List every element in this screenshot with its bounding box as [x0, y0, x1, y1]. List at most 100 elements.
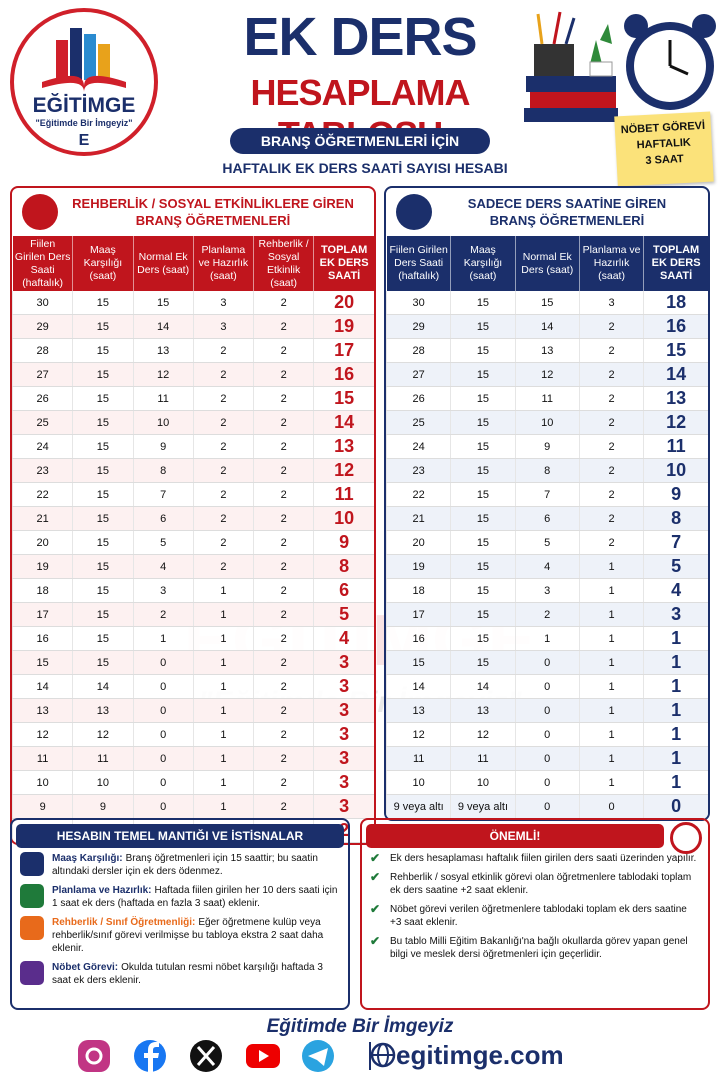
cell: 15 — [72, 410, 133, 435]
cell: 0 — [578, 794, 644, 819]
cell: 9 — [514, 434, 580, 459]
cell: 15 — [450, 530, 516, 555]
cell: 21 — [386, 506, 451, 531]
column-header: Maaş Karşılığı (saat) — [72, 236, 133, 291]
cell: 0 — [514, 698, 580, 723]
total-cell: 9 — [313, 530, 374, 555]
cell: 25 — [12, 410, 73, 435]
cell: 1 — [192, 650, 254, 675]
cell: 15 — [450, 362, 516, 387]
cell: 1 — [578, 770, 644, 795]
table-row: 24 15 9 2 2 13 — [12, 434, 374, 459]
note-text: Ek ders hesaplaması haftalık fiilen giri… — [390, 853, 697, 864]
header-row: Fiilen Girilen Ders Saati (haftalık) Maaş… — [386, 236, 708, 291]
total-cell: 1 — [643, 674, 708, 699]
table-title-text: REHBERLİK / SOSYAL ETKİNLİKLERE GİREN BRA… — [72, 195, 354, 229]
cell: 9 veya altı — [450, 794, 516, 819]
cell: 12 — [132, 362, 194, 387]
cell: 15 — [72, 578, 133, 603]
table-row: 18 15 3 1 4 — [386, 578, 708, 603]
cell: 2 — [252, 410, 314, 435]
cell: 1 — [192, 674, 254, 699]
note-text-wrap: Maaş Karşılığı: Branş öğretmenleri için 1… — [52, 852, 340, 878]
cell: 15 — [450, 554, 516, 579]
cell: 19 — [386, 554, 451, 579]
total-cell: 12 — [643, 410, 708, 435]
note-text: Nöbet görevi verilen öğretmenlere tablod… — [390, 904, 687, 928]
total-cell: 1 — [643, 746, 708, 771]
cell: 15 — [72, 482, 133, 507]
cell: 12 — [12, 722, 73, 747]
table-row: 24 15 9 2 11 — [386, 434, 708, 459]
cell: 2 — [252, 722, 314, 747]
total-cell: 1 — [643, 770, 708, 795]
cell: 11 — [514, 386, 580, 411]
total-cell: 8 — [643, 506, 708, 531]
cell: 1 — [578, 698, 644, 723]
column-header: Maaş Karşılığı (saat) — [450, 236, 516, 291]
logo-art — [42, 28, 126, 92]
table-row: 27 15 12 2 14 — [386, 362, 708, 387]
column-header: TOPLAM EK DERS SAATİ — [643, 236, 708, 291]
cell: 2 — [252, 674, 314, 699]
total-cell: 11 — [643, 434, 708, 459]
cell: 26 — [12, 386, 73, 411]
cell: 1 — [192, 626, 254, 651]
cell: 2 — [578, 530, 644, 555]
table-row: 25 15 10 2 2 14 — [12, 410, 374, 435]
cell: 9 — [12, 794, 73, 819]
table-title-text: SADECE DERS SAATİNE GİREN BRANŞ ÖĞRETMENL… — [468, 195, 666, 229]
cell: 0 — [514, 650, 580, 675]
subtitle2: HAFTALIK EK DERS SAATİ SAYISI HESABI — [222, 160, 508, 176]
cell: 20 — [12, 530, 73, 555]
table-row: 14 14 0 1 1 — [386, 674, 708, 699]
cell: 6 — [514, 506, 580, 531]
cell: 10 — [386, 770, 451, 795]
check-icon: ✔ — [370, 902, 381, 916]
table-row: 14 14 0 1 2 3 — [12, 674, 374, 699]
cell: 22 — [386, 482, 451, 507]
cell: 0 — [132, 794, 194, 819]
note-icon — [20, 961, 44, 985]
total-cell: 1 — [643, 650, 708, 675]
cell: 2 — [132, 602, 194, 627]
cell: 13 — [514, 338, 580, 363]
cell: 2 — [192, 530, 254, 555]
cell: 8 — [132, 458, 194, 483]
cell: 2 — [514, 602, 580, 627]
table-row: 19 15 4 1 5 — [386, 554, 708, 579]
check-icon: ✔ — [370, 870, 381, 884]
cell: 2 — [578, 386, 644, 411]
total-cell: 10 — [313, 506, 374, 531]
total-cell: 3 — [313, 650, 374, 675]
cell: 15 — [450, 291, 516, 315]
total-cell: 3 — [313, 770, 374, 795]
illustration — [524, 11, 716, 122]
website: egitimge.com — [396, 1040, 564, 1070]
cell: 7 — [514, 482, 580, 507]
note-text-wrap: Rehberlik / Sınıf Öğretmenliği: Eğer öğre… — [52, 916, 340, 955]
cell: 13 — [386, 698, 451, 723]
cell: 15 — [72, 362, 133, 387]
cell: 15 — [72, 338, 133, 363]
cell: 11 — [450, 746, 516, 771]
total-cell: 19 — [313, 314, 374, 339]
cell: 15 — [450, 386, 516, 411]
cell: 15 — [450, 338, 516, 363]
total-cell: 3 — [313, 698, 374, 723]
cell: 30 — [12, 291, 73, 315]
cell: 0 — [514, 746, 580, 771]
total-cell: 8 — [313, 554, 374, 579]
cell: 1 — [578, 746, 644, 771]
table-title-line: SADECE DERS SAATİNE GİREN — [467, 196, 667, 211]
note-text: Rehberlik / sosyal etkinlik görevi olan … — [390, 872, 692, 896]
note-text: Okulda tutulan resmi nöbet karşılığı haf… — [52, 962, 323, 986]
cell: 4 — [132, 554, 194, 579]
note-item: ✔ Bu tablo Milli Eğitim Bakanlığı'na bağl… — [370, 935, 700, 961]
cell: 2 — [252, 386, 314, 411]
cell: 15 — [72, 291, 133, 315]
table-title-line: BRANŞ ÖĞRETMENLERİ — [135, 213, 291, 228]
column-header: Rehberlik / Sosyal Etkinlik (saat) — [252, 236, 314, 291]
table-title: SADECE DERS SAATİNE GİREN BRANŞ ÖĞRETMENL… — [386, 188, 708, 236]
